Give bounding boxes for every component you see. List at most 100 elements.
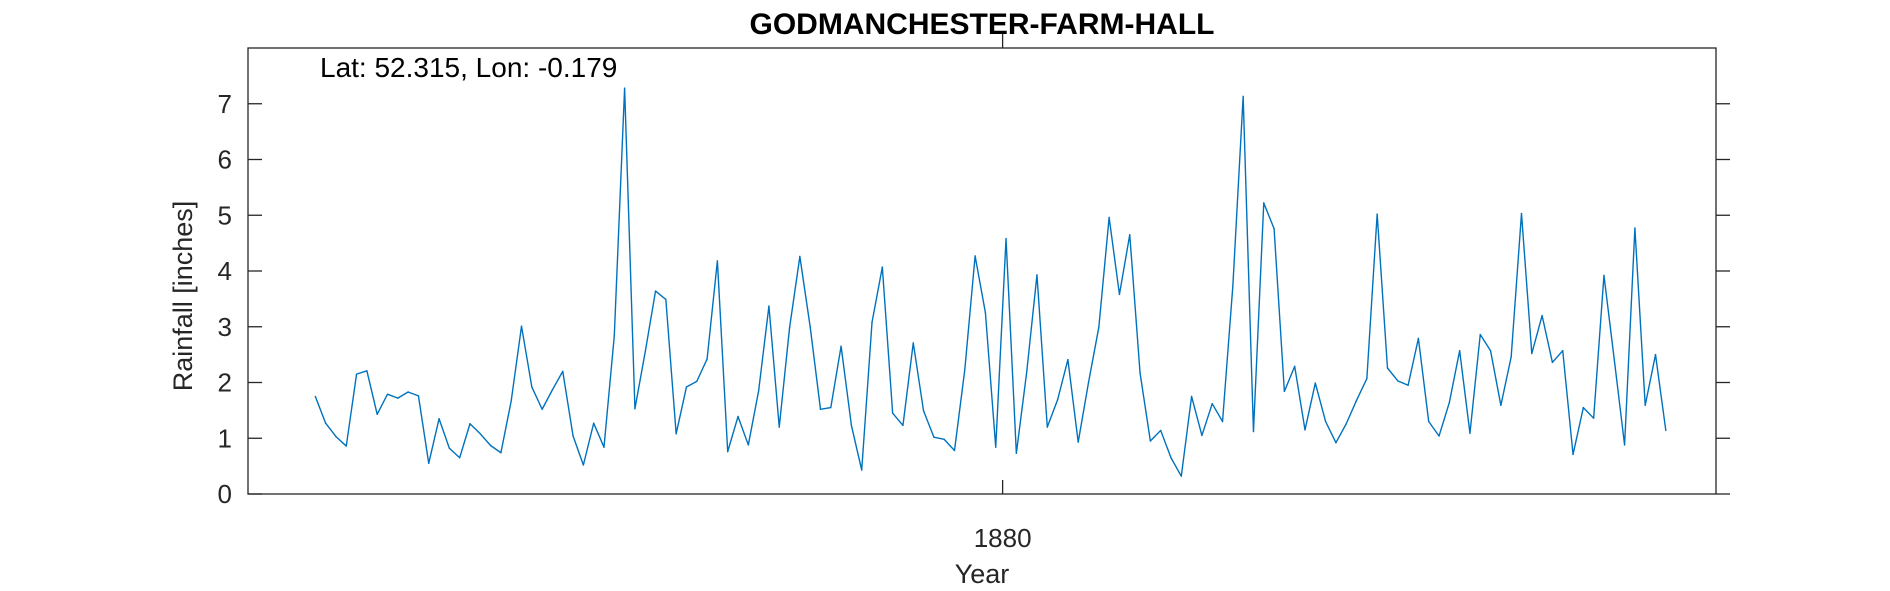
data-point <box>799 255 801 258</box>
data-point <box>1036 274 1038 276</box>
data-point <box>531 386 533 388</box>
data-point <box>407 391 409 393</box>
data-point <box>1407 384 1409 386</box>
data-point <box>1417 337 1420 340</box>
data-point <box>1067 358 1069 361</box>
data-point <box>1046 426 1048 428</box>
data-point <box>469 423 471 425</box>
data-point <box>1190 395 1193 398</box>
data-point <box>953 449 956 452</box>
data-point <box>943 438 945 441</box>
data-point <box>922 410 925 412</box>
data-point <box>1634 227 1636 229</box>
data-point <box>1159 429 1162 432</box>
data-point <box>551 389 554 391</box>
data-point <box>1149 440 1152 442</box>
data-point <box>623 87 626 89</box>
data-point <box>376 413 378 415</box>
y-tick-label: 1 <box>218 423 232 453</box>
data-point <box>1304 429 1306 431</box>
data-point <box>757 390 760 392</box>
data-point <box>520 325 523 327</box>
data-point <box>397 397 399 399</box>
data-point <box>706 358 708 360</box>
data-point <box>541 408 543 410</box>
data-point <box>974 255 976 257</box>
data-point <box>1211 402 1213 405</box>
data-point <box>788 327 791 329</box>
data-point <box>1489 350 1492 352</box>
data-point <box>1139 372 1141 374</box>
data-point <box>1118 293 1121 296</box>
data-point <box>778 426 780 428</box>
data-point <box>417 395 420 397</box>
data-point <box>458 457 461 459</box>
data-point <box>1469 432 1471 434</box>
data-point <box>1654 353 1657 356</box>
data-point <box>861 469 863 471</box>
data-point <box>830 406 832 409</box>
data-point <box>1273 227 1275 230</box>
data-point <box>737 415 739 418</box>
data-point <box>572 435 574 437</box>
data-point <box>685 386 688 388</box>
data-point <box>438 418 440 420</box>
data-point <box>933 436 935 438</box>
data-point <box>1541 314 1543 317</box>
data-point <box>696 380 698 383</box>
x-axis-label: Year <box>955 559 1010 589</box>
data-point <box>1366 377 1368 380</box>
data-point <box>1025 371 1028 374</box>
data-point <box>428 462 430 465</box>
data-point <box>1170 457 1172 459</box>
data-point <box>613 334 615 337</box>
ticks-layer: 0 1 2 3 4 5 6 7 1880 <box>218 34 1730 553</box>
data-point <box>1098 326 1100 329</box>
data-point <box>1242 95 1244 98</box>
y-tick-label: 6 <box>218 145 232 175</box>
data-point <box>1603 274 1605 277</box>
data-point <box>1500 404 1502 407</box>
data-point <box>500 452 502 454</box>
data-point <box>1448 401 1451 404</box>
data-point <box>1510 356 1512 358</box>
data-point <box>386 393 389 395</box>
data-point <box>448 447 451 449</box>
data-point <box>562 370 564 373</box>
data-point <box>727 450 729 453</box>
data-point <box>1108 216 1110 219</box>
data-point <box>840 345 842 347</box>
data-point <box>1283 390 1286 393</box>
data-point <box>1438 435 1440 437</box>
data-point <box>964 368 966 371</box>
data-point <box>510 400 512 402</box>
data-point <box>1232 285 1234 287</box>
data-point <box>345 445 347 447</box>
data-point <box>1345 423 1347 425</box>
chart-title: GODMANCHESTER-FARM-HALL <box>750 8 1215 41</box>
data-point <box>603 446 605 448</box>
data-point <box>747 444 750 446</box>
data-point <box>479 433 481 435</box>
y-tick-label: 3 <box>218 312 232 342</box>
data-point <box>984 312 987 314</box>
data-point <box>1562 350 1564 352</box>
data-point <box>1479 333 1481 336</box>
data-point <box>355 373 358 375</box>
data-point <box>1428 420 1430 423</box>
y-axis-label: Rainfall [inches] <box>168 201 198 392</box>
data-point <box>634 408 636 410</box>
data-point <box>1520 212 1523 215</box>
data-layer <box>314 87 1667 477</box>
data-point <box>1221 420 1224 423</box>
data-point <box>654 290 657 292</box>
data-point <box>819 408 822 410</box>
x-tick-label: 1880 <box>974 523 1032 553</box>
data-point <box>1592 417 1595 419</box>
data-point <box>592 422 595 424</box>
data-point <box>1531 352 1533 355</box>
data-point <box>665 298 667 301</box>
